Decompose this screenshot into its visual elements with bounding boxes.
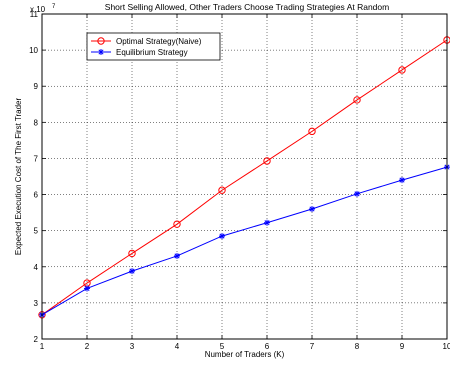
y-multiplier-base: x 10 <box>30 5 46 14</box>
x-tick-label: 6 <box>265 342 270 351</box>
plot-area <box>42 14 447 339</box>
series-1-point <box>353 96 361 104</box>
legend-marker-1 <box>97 37 105 45</box>
series-line-1 <box>41 39 448 316</box>
series-line-2 <box>41 166 448 316</box>
y-tick-label: 5 <box>34 227 39 236</box>
series-2-point <box>174 252 180 259</box>
series-2-point <box>309 206 315 212</box>
series-2-point <box>129 268 135 275</box>
y-multiplier: x 10 7 <box>30 4 56 14</box>
series-1-point <box>263 157 271 165</box>
y-tick-label: 7 <box>34 154 39 163</box>
series-1-point <box>308 127 316 136</box>
x-axis-label: Number of Traders (K) <box>205 350 285 359</box>
legend: Optimal Strategy(Naive) Equilibrium Strat… <box>86 32 221 61</box>
x-tick-label: 5 <box>220 342 225 351</box>
series-1-point <box>218 186 226 194</box>
x-tick-label: 9 <box>400 342 405 351</box>
x-tick-label: 1 <box>40 342 45 351</box>
y-tick-label: 6 <box>34 191 39 200</box>
legend-marker-2 <box>98 49 104 55</box>
series-1-point <box>128 249 136 258</box>
legend-label-1: Optimal Strategy(Naive) <box>116 37 202 46</box>
x-tick-label: 3 <box>130 342 135 351</box>
y-multiplier-exponent: 7 <box>52 4 56 10</box>
legend-label-2: Equilibrium Strategy <box>116 48 188 57</box>
series-1-point <box>173 220 181 228</box>
x-tick-label: 4 <box>175 342 180 351</box>
series-2-point <box>354 190 360 197</box>
series-layer <box>38 36 450 319</box>
series-2-point <box>399 177 405 184</box>
y-tick-label: 2 <box>34 335 39 344</box>
y-tick-label: 10 <box>29 46 38 55</box>
grid <box>42 14 447 339</box>
series-2-point <box>219 233 225 240</box>
y-axis-label: Expected Execution Cost of The First Tra… <box>14 98 23 256</box>
y-tick-label: 9 <box>34 82 39 91</box>
legend-box <box>86 32 221 61</box>
series-2-point <box>264 219 270 226</box>
series-1-point <box>398 66 406 74</box>
x-tick-label: 8 <box>355 342 360 351</box>
x-tick-label: 2 <box>85 342 90 351</box>
series-2-point <box>84 285 90 292</box>
plot-frame <box>41 13 448 340</box>
y-tick-label: 11 <box>30 10 39 19</box>
y-tick-label: 3 <box>34 299 39 308</box>
y-tick-label: 4 <box>34 263 39 272</box>
x-tick-label: 7 <box>310 342 315 351</box>
x-tick-label: 10 <box>443 342 450 351</box>
y-tick-label: 8 <box>34 118 39 127</box>
chart-title: Short Selling Allowed, Other Traders Cho… <box>105 2 389 12</box>
